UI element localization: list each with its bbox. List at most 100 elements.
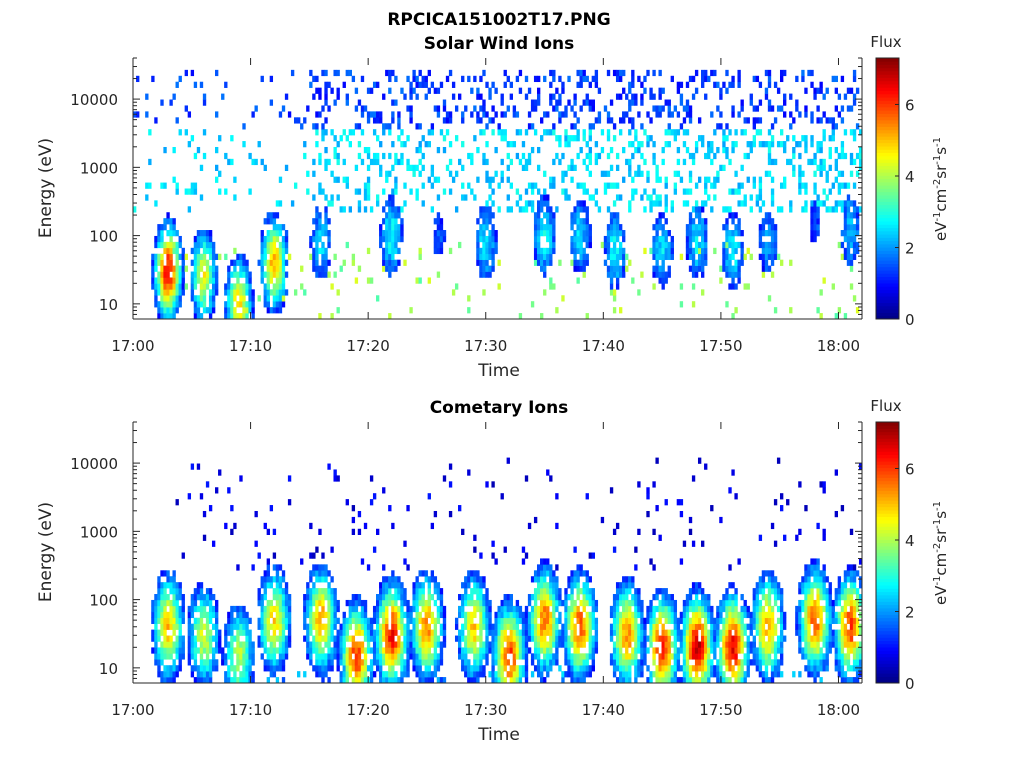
heatmap-cell bbox=[442, 146, 447, 154]
heatmap-cell bbox=[479, 235, 483, 243]
heatmap-cell bbox=[196, 588, 201, 595]
heatmap-cell bbox=[482, 605, 486, 613]
heatmap-cell bbox=[855, 170, 860, 177]
heatmap-cell bbox=[640, 141, 644, 148]
heatmap-cell bbox=[691, 253, 696, 260]
heatmap-cell bbox=[497, 659, 501, 666]
heatmap-cell bbox=[448, 247, 453, 255]
heatmap-cell bbox=[588, 552, 592, 559]
heatmap-cell bbox=[467, 182, 471, 189]
heatmap-cell bbox=[464, 611, 468, 619]
heatmap-cell bbox=[351, 528, 356, 535]
heatmap-cell bbox=[309, 629, 313, 636]
heatmap-cell bbox=[160, 647, 164, 654]
heatmap-cell bbox=[688, 623, 693, 630]
heatmap-cell bbox=[345, 665, 349, 672]
heatmap-cell bbox=[497, 259, 501, 266]
heatmap-cell bbox=[336, 653, 340, 660]
heatmap-cell bbox=[330, 87, 334, 94]
heatmap-cell bbox=[260, 247, 264, 255]
heatmap-cell bbox=[852, 295, 857, 302]
heatmap-cell bbox=[673, 647, 678, 654]
heatmap-cell bbox=[631, 141, 635, 148]
heatmap-cell bbox=[798, 182, 802, 189]
heatmap-cell bbox=[433, 582, 438, 589]
heatmap-cell bbox=[694, 635, 699, 642]
heatmap-cell bbox=[688, 230, 693, 237]
heatmap-cell bbox=[397, 235, 401, 243]
heatmap-cell bbox=[524, 75, 529, 83]
heatmap-cell bbox=[619, 253, 623, 260]
heatmap-cell bbox=[540, 564, 544, 571]
heatmap-cell bbox=[166, 582, 170, 589]
heatmap-cell bbox=[855, 206, 860, 213]
heatmap-cell bbox=[849, 200, 854, 207]
heatmap-cell bbox=[202, 129, 207, 136]
heatmap-cell bbox=[643, 629, 647, 636]
heatmap-cell bbox=[397, 117, 401, 124]
heatmap-cell bbox=[661, 665, 665, 672]
heatmap-cell bbox=[479, 623, 483, 630]
heatmap-cell bbox=[701, 259, 705, 266]
heatmap-cell bbox=[479, 629, 483, 636]
heatmap-cell bbox=[309, 81, 313, 88]
heatmap-cell bbox=[224, 289, 228, 296]
heatmap-cell bbox=[615, 164, 620, 171]
heatmap-cell bbox=[394, 235, 398, 243]
heatmap-cell bbox=[582, 235, 586, 243]
heatmap-cell bbox=[509, 611, 513, 619]
heatmap-cell bbox=[248, 271, 252, 278]
heatmap-cell bbox=[628, 158, 632, 166]
heatmap-cell bbox=[448, 141, 453, 148]
heatmap-cell bbox=[318, 247, 322, 255]
heatmap-cell bbox=[503, 594, 507, 601]
heatmap-cell bbox=[193, 641, 198, 648]
heatmap-cell bbox=[454, 623, 459, 630]
x-tick-label: 18:00 bbox=[817, 337, 860, 355]
heatmap-cell bbox=[637, 605, 641, 613]
heatmap-cell bbox=[518, 605, 523, 613]
heatmap-cell bbox=[166, 283, 170, 290]
heatmap-cell bbox=[251, 289, 255, 296]
heatmap-cell bbox=[163, 289, 167, 296]
heatmap-cell bbox=[242, 271, 246, 278]
heatmap-cell bbox=[473, 534, 477, 541]
heatmap-cell bbox=[649, 206, 653, 213]
heatmap-cell bbox=[509, 641, 513, 648]
heatmap-cell bbox=[831, 75, 835, 83]
heatmap-cell bbox=[169, 307, 173, 314]
heatmap-cell bbox=[379, 653, 383, 660]
heatmap-cell bbox=[767, 247, 772, 255]
heatmap-cell bbox=[415, 594, 419, 601]
heatmap-cell bbox=[400, 611, 404, 619]
heatmap-cell bbox=[619, 653, 623, 660]
heatmap-cell bbox=[190, 629, 195, 636]
heatmap-cell bbox=[233, 289, 237, 296]
heatmap-cell bbox=[163, 653, 167, 660]
heatmap-cell bbox=[634, 641, 638, 648]
heatmap-cell bbox=[497, 665, 501, 672]
heatmap-cell bbox=[804, 146, 808, 154]
heatmap-cell bbox=[676, 81, 681, 88]
heatmap-cell bbox=[403, 93, 407, 100]
heatmap-cell bbox=[403, 629, 407, 636]
heatmap-cell bbox=[376, 599, 380, 607]
heatmap-cell bbox=[208, 617, 213, 624]
heatmap-cell bbox=[798, 111, 802, 118]
colorbar-swatch bbox=[876, 74, 899, 78]
heatmap-cell bbox=[330, 129, 334, 136]
heatmap-cell bbox=[704, 594, 708, 601]
heatmap-cell bbox=[701, 659, 705, 666]
heatmap-cell bbox=[640, 170, 644, 177]
heatmap-cell bbox=[631, 653, 635, 660]
heatmap-cell bbox=[403, 540, 407, 547]
heatmap-cell bbox=[345, 671, 349, 678]
heatmap-cell bbox=[704, 235, 708, 243]
heatmap-cell bbox=[281, 677, 286, 684]
heatmap-cell bbox=[184, 129, 188, 136]
heatmap-cell bbox=[199, 283, 204, 290]
heatmap-cell bbox=[427, 277, 431, 284]
heatmap-cell bbox=[369, 623, 374, 630]
heatmap-cell bbox=[500, 665, 504, 672]
heatmap-cell bbox=[379, 594, 383, 601]
